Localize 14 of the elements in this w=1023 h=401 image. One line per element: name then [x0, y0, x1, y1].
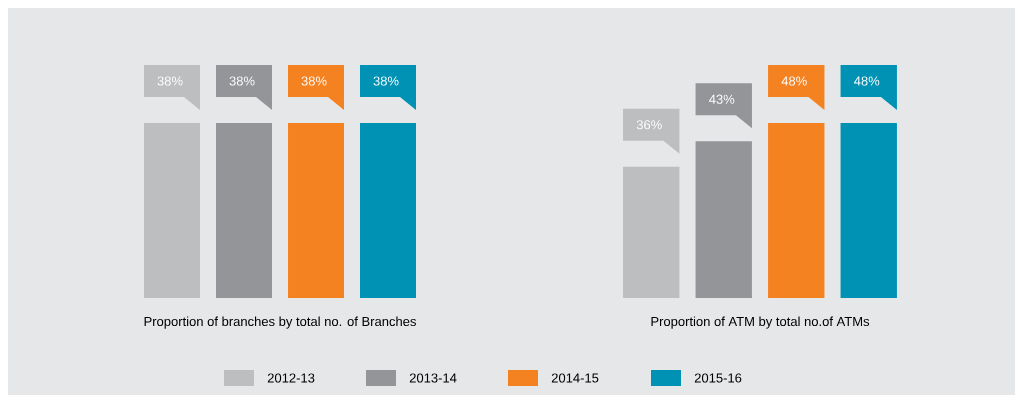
data-label: 38% — [157, 76, 183, 86]
legend-label: 2014-15 — [551, 373, 599, 383]
legend-label: 2015-16 — [694, 373, 742, 383]
data-label: 38% — [373, 76, 399, 86]
x-axis-title: Proportion of branches by total no. of Branches — [144, 316, 416, 329]
legend-label: 2013-14 — [409, 373, 457, 383]
data-label: 38% — [229, 76, 255, 86]
legend-label: 2012-13 — [267, 373, 315, 383]
x-axis-title: Proportion of ATM by total no.of ATMs — [651, 316, 870, 329]
data-label: 48% — [854, 76, 880, 86]
data-label: 38% — [301, 76, 327, 86]
data-label: 43% — [709, 94, 735, 104]
data-label: 36% — [636, 120, 662, 130]
data-label: 48% — [781, 76, 807, 86]
